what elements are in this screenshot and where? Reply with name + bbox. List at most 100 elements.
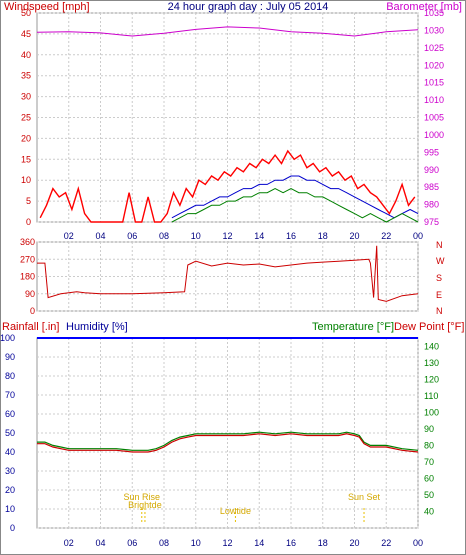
barometer-tick-label: 1005	[424, 113, 444, 123]
grid-lines	[37, 12, 419, 529]
dew-point-label: Dew Point [°F]	[394, 321, 464, 333]
rainfall-tick-label: 1.2	[23, 0, 36, 2]
compass-label: N	[436, 306, 443, 316]
windspeed-tick-label: 20	[21, 133, 31, 143]
time-tick-label: 20	[349, 231, 359, 241]
axis-ticks: 0202040406060808101012121414161618182020…	[0, 0, 445, 548]
windspeed-tick-label: 15	[21, 154, 31, 164]
time-tick-label: 02	[64, 231, 74, 241]
humidity-tick-label: 50	[5, 428, 15, 438]
temperature-tick-label: 130	[424, 358, 439, 368]
time-tick-label: 08	[159, 538, 169, 548]
time-tick-label: 12	[222, 538, 232, 548]
windspeed-title: Windspeed [mph]	[4, 1, 90, 13]
temperature-tick-label: 140	[424, 341, 439, 351]
humidity-tick-label: 30	[5, 466, 15, 476]
rainfall-tick-label: 0.9	[23, 0, 36, 2]
windspeed-gust-series	[39, 149, 416, 223]
windspeed-tick-label: 0	[26, 217, 31, 227]
humidity-tick-label: 10	[5, 504, 15, 514]
rainfall-tick-label: 0.4	[23, 0, 36, 2]
time-tick-label: 04	[95, 538, 105, 548]
direction-tick-label: 270	[20, 254, 35, 264]
time-tick-label: 10	[191, 231, 201, 241]
windspeed-tick-label: 30	[21, 92, 31, 102]
windspeed-avg-series	[171, 175, 419, 219]
time-tick-label: 20	[349, 538, 359, 548]
rainfall-tick-label: 1.1	[23, 0, 36, 2]
rainfall-tick-label: 0.2	[23, 0, 36, 2]
time-tick-label: 18	[318, 231, 328, 241]
windspeed-tick-label: 10	[21, 175, 31, 185]
time-tick-label: 22	[381, 231, 391, 241]
direction-tick-label: 180	[20, 272, 35, 282]
humidity-tick-label: 100	[0, 333, 15, 343]
time-tick-label: 16	[286, 231, 296, 241]
compass-label: N	[436, 240, 443, 250]
temperature-series	[37, 431, 419, 451]
temperature-tick-label: 40	[424, 506, 434, 516]
wind-direction-series	[37, 245, 419, 302]
time-tick-label: 02	[64, 538, 74, 548]
barometer-tick-label: 1010	[424, 95, 444, 105]
humidity-tick-label: 90	[5, 352, 15, 362]
time-tick-label: 14	[254, 231, 264, 241]
rainfall-tick-label: 0.5	[23, 0, 36, 2]
compass-label: E	[436, 290, 442, 300]
annotation-label: Lowtide	[220, 506, 251, 516]
time-tick-label: 00	[413, 231, 423, 241]
barometer-tick-label: 1000	[424, 130, 444, 140]
dew-point-series	[37, 433, 419, 453]
direction-tick-label: 90	[25, 289, 35, 299]
humidity-tick-label: 40	[5, 447, 15, 457]
rainfall-tick-label: 0.6	[23, 0, 36, 2]
humidity-tick-label: 80	[5, 371, 15, 381]
temperature-tick-label: 100	[424, 407, 439, 417]
chart-title: 24 hour graph day : July 05 2014	[168, 1, 329, 13]
compass-label: W	[436, 256, 445, 266]
barometer-series	[36, 26, 419, 37]
rainfall-tick-label: 1	[31, 0, 36, 2]
humidity-tick-label: 70	[5, 390, 15, 400]
time-tick-label: 14	[254, 538, 264, 548]
windspeed-low-series	[171, 188, 419, 223]
time-tick-label: 18	[318, 538, 328, 548]
compass-label: S	[436, 273, 442, 283]
windspeed-tick-label: 45	[21, 29, 31, 39]
temperature-tick-label: 60	[424, 473, 434, 483]
barometer-tick-label: 980	[424, 200, 439, 210]
time-tick-label: 10	[191, 538, 201, 548]
direction-tick-label: 0	[30, 306, 35, 316]
windspeed-tick-label: 40	[21, 50, 31, 60]
time-tick-label: 04	[95, 231, 105, 241]
temperature-tick-label: 80	[424, 440, 434, 450]
barometer-tick-label: 1025	[424, 43, 444, 53]
rainfall-tick-label: 0.1	[23, 0, 36, 2]
time-tick-label: 06	[127, 538, 137, 548]
humidity-tick-label: 60	[5, 409, 15, 419]
barometer-tick-label: 1020	[424, 60, 444, 70]
windspeed-tick-label: 35	[21, 71, 31, 81]
rainfall-tick-label: 0.3	[23, 0, 36, 2]
temperature-label: Temperature [°F]	[312, 321, 394, 333]
barometer-tick-label: 1015	[424, 78, 444, 88]
temperature-tick-label: 50	[424, 490, 434, 500]
rainfall-tick-label: 0.7	[23, 0, 36, 2]
rainfall-tick-label: 0	[31, 0, 36, 2]
time-tick-label: 16	[286, 538, 296, 548]
barometer-tick-label: 975	[424, 217, 439, 227]
humidity-label: Humidity [%]	[66, 321, 128, 333]
rainfall-label: Rainfall [.in]	[2, 321, 59, 333]
windspeed-tick-label: 5	[26, 196, 31, 206]
annotation-label: Sun Set	[348, 492, 381, 502]
time-tick-label: 00	[413, 538, 423, 548]
humidity-tick-label: 20	[5, 485, 15, 495]
annotation-label: Sun Rise	[124, 492, 161, 502]
barometer-tick-label: 1030	[424, 25, 444, 35]
temperature-tick-label: 120	[424, 374, 439, 384]
barometer-title: Barometer [mb]	[386, 1, 462, 13]
time-tick-label: 06	[127, 231, 137, 241]
windspeed-tick-label: 25	[21, 113, 31, 123]
